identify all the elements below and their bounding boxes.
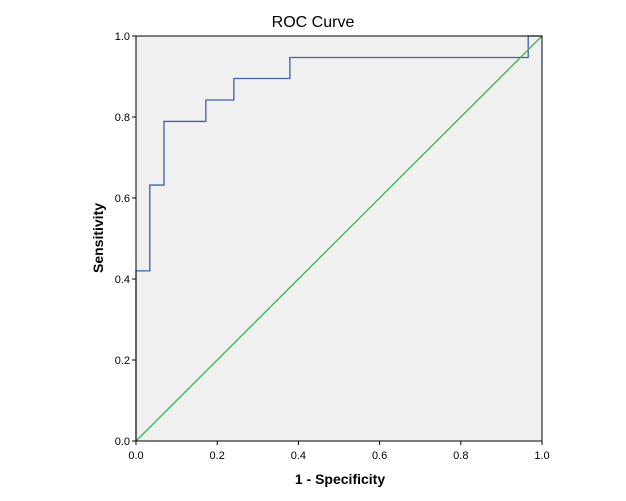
- chart-title: ROC Curve: [272, 14, 355, 31]
- x-tick-label: 0.0: [128, 450, 143, 462]
- x-tick-label: 1.0: [534, 450, 549, 462]
- plot-frame: [135, 35, 543, 442]
- y-tick-label: 0.6: [115, 193, 130, 205]
- x-tick-label: 0.6: [372, 450, 387, 462]
- x-tick-label: 0.8: [453, 450, 468, 462]
- x-tick-label: 0.2: [210, 450, 225, 462]
- series-layer: [135, 35, 543, 442]
- y-tick-label: 0.8: [115, 112, 130, 124]
- x-axis-label: 1 - Specificity: [295, 471, 385, 487]
- y-tick-label: 0.2: [115, 355, 130, 367]
- axis-ticks: 0.0 0.2 0.4 0.6 0.8 1.0 0.0 0.2 0.4 0.6 0.8 1.0: [115, 31, 550, 462]
- reference-diagonal-line: [135, 35, 543, 442]
- roc-curve-line: [135, 35, 542, 441]
- y-tick-label: 1.0: [115, 31, 130, 43]
- y-tick-label: 0.0: [115, 436, 130, 448]
- y-tick-label: 0.4: [115, 274, 130, 286]
- y-axis-label: Sensitivity: [90, 203, 106, 273]
- x-tick-label: 0.4: [291, 450, 306, 462]
